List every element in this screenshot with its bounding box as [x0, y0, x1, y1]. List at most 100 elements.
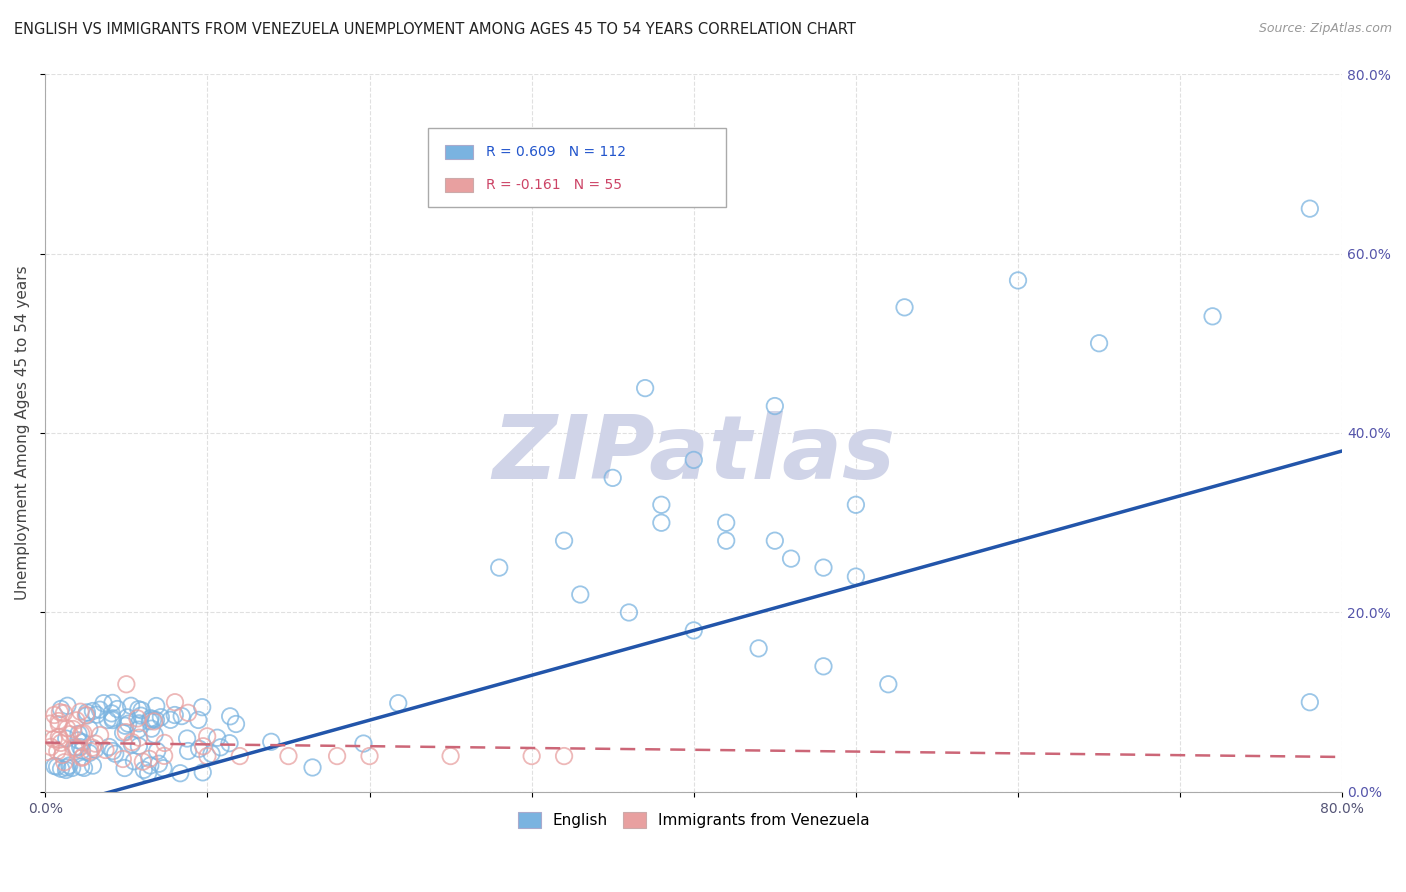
Point [65, 740, 87, 755]
Point [191, 700, 214, 714]
Point [73, 761, 96, 775]
Text: ZIPatlas: ZIPatlas [492, 411, 896, 498]
Point [129, 708, 152, 723]
Point [55, 760, 77, 774]
Text: R = -0.161   N = 55: R = -0.161 N = 55 [486, 178, 623, 193]
Point [35, 745, 58, 759]
Point [72, 726, 94, 740]
Point [813, 560, 835, 574]
Point [98, 739, 121, 754]
Point [277, 749, 299, 764]
Point [39, 716, 62, 731]
Point [145, 713, 167, 727]
Point [143, 727, 166, 741]
Point [111, 752, 134, 766]
Point [131, 703, 153, 717]
Point [191, 765, 214, 780]
Point [569, 588, 592, 602]
Point [48, 714, 70, 728]
Point [132, 763, 155, 777]
Point [72, 749, 94, 764]
Point [115, 677, 138, 691]
Point [48, 730, 70, 744]
Point [602, 471, 624, 485]
Point [97, 713, 120, 727]
Point [115, 725, 138, 739]
Point [42, 732, 65, 747]
Point [66, 742, 89, 756]
Point [714, 533, 737, 548]
Point [197, 749, 219, 764]
Point [70, 743, 93, 757]
Point [77, 746, 100, 760]
Text: ENGLISH VS IMMIGRANTS FROM VENEZUELA UNEMPLOYMENT AMONG AGES 45 TO 54 YEARS CORR: ENGLISH VS IMMIGRANTS FROM VENEZUELA UNE… [14, 22, 856, 37]
Point [136, 766, 159, 780]
Point [127, 723, 149, 737]
Point [39, 739, 62, 754]
Point [44, 759, 66, 773]
Point [141, 722, 163, 736]
Point [128, 731, 150, 745]
Point [225, 717, 247, 731]
Point [159, 713, 181, 727]
Point [89, 728, 111, 742]
Point [53, 756, 76, 770]
Text: R = 0.609   N = 112: R = 0.609 N = 112 [486, 145, 626, 159]
Point [55, 763, 77, 777]
Point [49, 702, 72, 716]
Point [127, 702, 149, 716]
Point [120, 698, 142, 713]
Point [326, 749, 349, 764]
Point [117, 716, 139, 731]
Point [84, 742, 107, 756]
Point [69, 705, 91, 719]
Point [780, 551, 803, 566]
Point [49, 762, 72, 776]
Point [65, 714, 87, 728]
Point [163, 695, 186, 709]
Point [353, 737, 375, 751]
Point [1201, 310, 1223, 324]
Point [1299, 202, 1322, 216]
Point [153, 736, 176, 750]
Bar [444, 178, 474, 193]
Point [177, 744, 200, 758]
Point [205, 731, 228, 745]
Point [60, 761, 83, 775]
Point [893, 301, 915, 315]
Point [55, 731, 77, 746]
Point [51, 747, 73, 762]
Point [169, 766, 191, 780]
Point [763, 533, 786, 548]
Point [139, 711, 162, 725]
Point [115, 710, 138, 724]
Point [714, 516, 737, 530]
Point [191, 739, 214, 754]
Point [84, 737, 107, 751]
Point [1299, 695, 1322, 709]
Point [359, 749, 381, 764]
Point [128, 716, 150, 731]
Point [301, 760, 323, 774]
Point [105, 702, 128, 716]
Point [114, 719, 136, 733]
Point [682, 624, 704, 638]
Point [617, 606, 640, 620]
Point [79, 744, 101, 758]
Point [101, 713, 124, 727]
Point [188, 741, 211, 756]
Point [67, 733, 90, 747]
Point [149, 710, 172, 724]
Point [49, 705, 72, 719]
Point [845, 498, 868, 512]
Point [58, 758, 80, 772]
Legend: English, Immigrants from Venezuela: English, Immigrants from Venezuela [512, 806, 876, 835]
Point [145, 698, 167, 713]
Point [100, 706, 122, 721]
Point [650, 516, 672, 530]
Point [387, 696, 409, 710]
Point [89, 703, 111, 717]
Point [200, 747, 222, 761]
Point [56, 722, 79, 736]
Point [75, 708, 97, 723]
